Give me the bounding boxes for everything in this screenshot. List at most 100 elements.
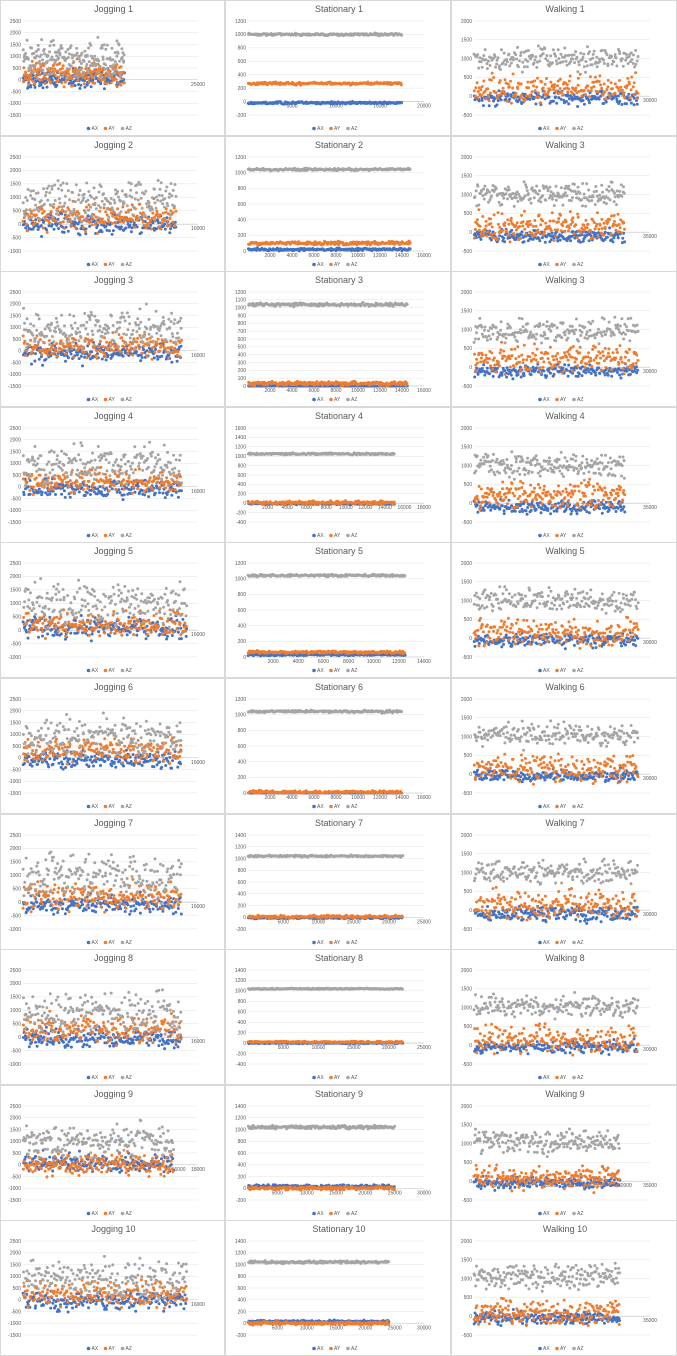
data-point [627, 82, 631, 86]
data-point [611, 189, 615, 193]
data-point [516, 87, 520, 91]
data-point [62, 85, 66, 89]
data-point [75, 51, 79, 55]
data-point [610, 214, 613, 218]
data-point [77, 83, 81, 86]
data-point [562, 194, 566, 198]
data-point [121, 205, 125, 209]
data-point [31, 79, 35, 83]
data-point [23, 321, 27, 325]
data-point [477, 203, 481, 207]
data-point [523, 209, 526, 213]
data-point [537, 44, 540, 48]
y-tick-label: 800 [238, 321, 247, 327]
x-tick-label: 2000 [264, 253, 275, 259]
data-point [501, 228, 505, 232]
data-point [103, 220, 107, 224]
series-az [247, 31, 404, 38]
data-point [120, 215, 124, 219]
data-point [98, 328, 101, 332]
data-point [78, 330, 82, 334]
data-point [537, 199, 541, 203]
data-point [132, 347, 136, 351]
data-point [611, 240, 615, 244]
data-point [479, 60, 483, 64]
data-point [106, 324, 109, 328]
data-point [552, 85, 556, 89]
data-point [625, 56, 629, 60]
data-point [533, 79, 537, 83]
data-point [177, 336, 181, 340]
data-point [50, 67, 54, 70]
data-point [534, 102, 538, 106]
data-point [523, 194, 527, 198]
data-point [95, 219, 99, 223]
data-point [486, 230, 490, 234]
data-point [551, 192, 555, 196]
data-point [491, 236, 495, 240]
data-point [559, 97, 563, 101]
data-point [507, 188, 511, 192]
data-point [81, 364, 84, 368]
data-point [579, 240, 582, 244]
data-point [156, 357, 160, 361]
data-point [580, 198, 584, 202]
data-point [159, 324, 163, 328]
data-point [581, 182, 585, 185]
data-point [537, 95, 541, 99]
data-point [106, 71, 110, 75]
data-point [569, 223, 573, 226]
data-point [533, 233, 537, 237]
data-point [151, 211, 155, 215]
legend-marker [572, 126, 576, 131]
data-point [517, 192, 521, 196]
data-point [581, 99, 585, 102]
data-point [555, 62, 559, 66]
data-point [597, 57, 601, 61]
data-point [42, 209, 46, 213]
data-point [42, 47, 46, 51]
data-point [48, 343, 52, 346]
y-tick-label: 500 [464, 211, 473, 217]
data-point [498, 225, 502, 229]
data-point [621, 236, 625, 240]
data-point [475, 81, 479, 85]
data-point [514, 53, 518, 57]
data-point [121, 70, 125, 74]
data-point [35, 76, 39, 80]
data-point [552, 204, 556, 208]
data-point [49, 204, 53, 207]
legend-marker [329, 262, 333, 267]
data-point [509, 219, 513, 223]
data-point [567, 184, 571, 188]
data-point [45, 230, 49, 234]
data-point [94, 73, 98, 77]
data-point [24, 51, 28, 55]
data-point [91, 333, 95, 337]
data-point [32, 208, 36, 212]
data-point [132, 221, 136, 225]
y-tick-label: 0 [18, 222, 21, 228]
data-point [556, 79, 560, 83]
data-point [484, 224, 488, 228]
data-point [569, 199, 573, 203]
data-point [63, 324, 66, 328]
data-point [137, 180, 141, 184]
data-point [81, 226, 85, 230]
data-point [620, 231, 624, 235]
data-point [167, 212, 170, 216]
y-tick-label: 400 [238, 217, 247, 223]
data-point [548, 240, 552, 244]
chart-panel: Walking 1 -500 0 500 1000 1500 2000 30000 AX AY AZ [451, 0, 677, 136]
data-point [612, 96, 615, 100]
data-point [535, 231, 539, 234]
data-point [590, 63, 594, 67]
data-point [73, 344, 76, 348]
data-point [62, 331, 66, 335]
data-point [554, 54, 558, 58]
data-point [603, 227, 607, 231]
data-point [122, 220, 125, 224]
data-point [82, 59, 86, 63]
data-point [399, 83, 403, 87]
